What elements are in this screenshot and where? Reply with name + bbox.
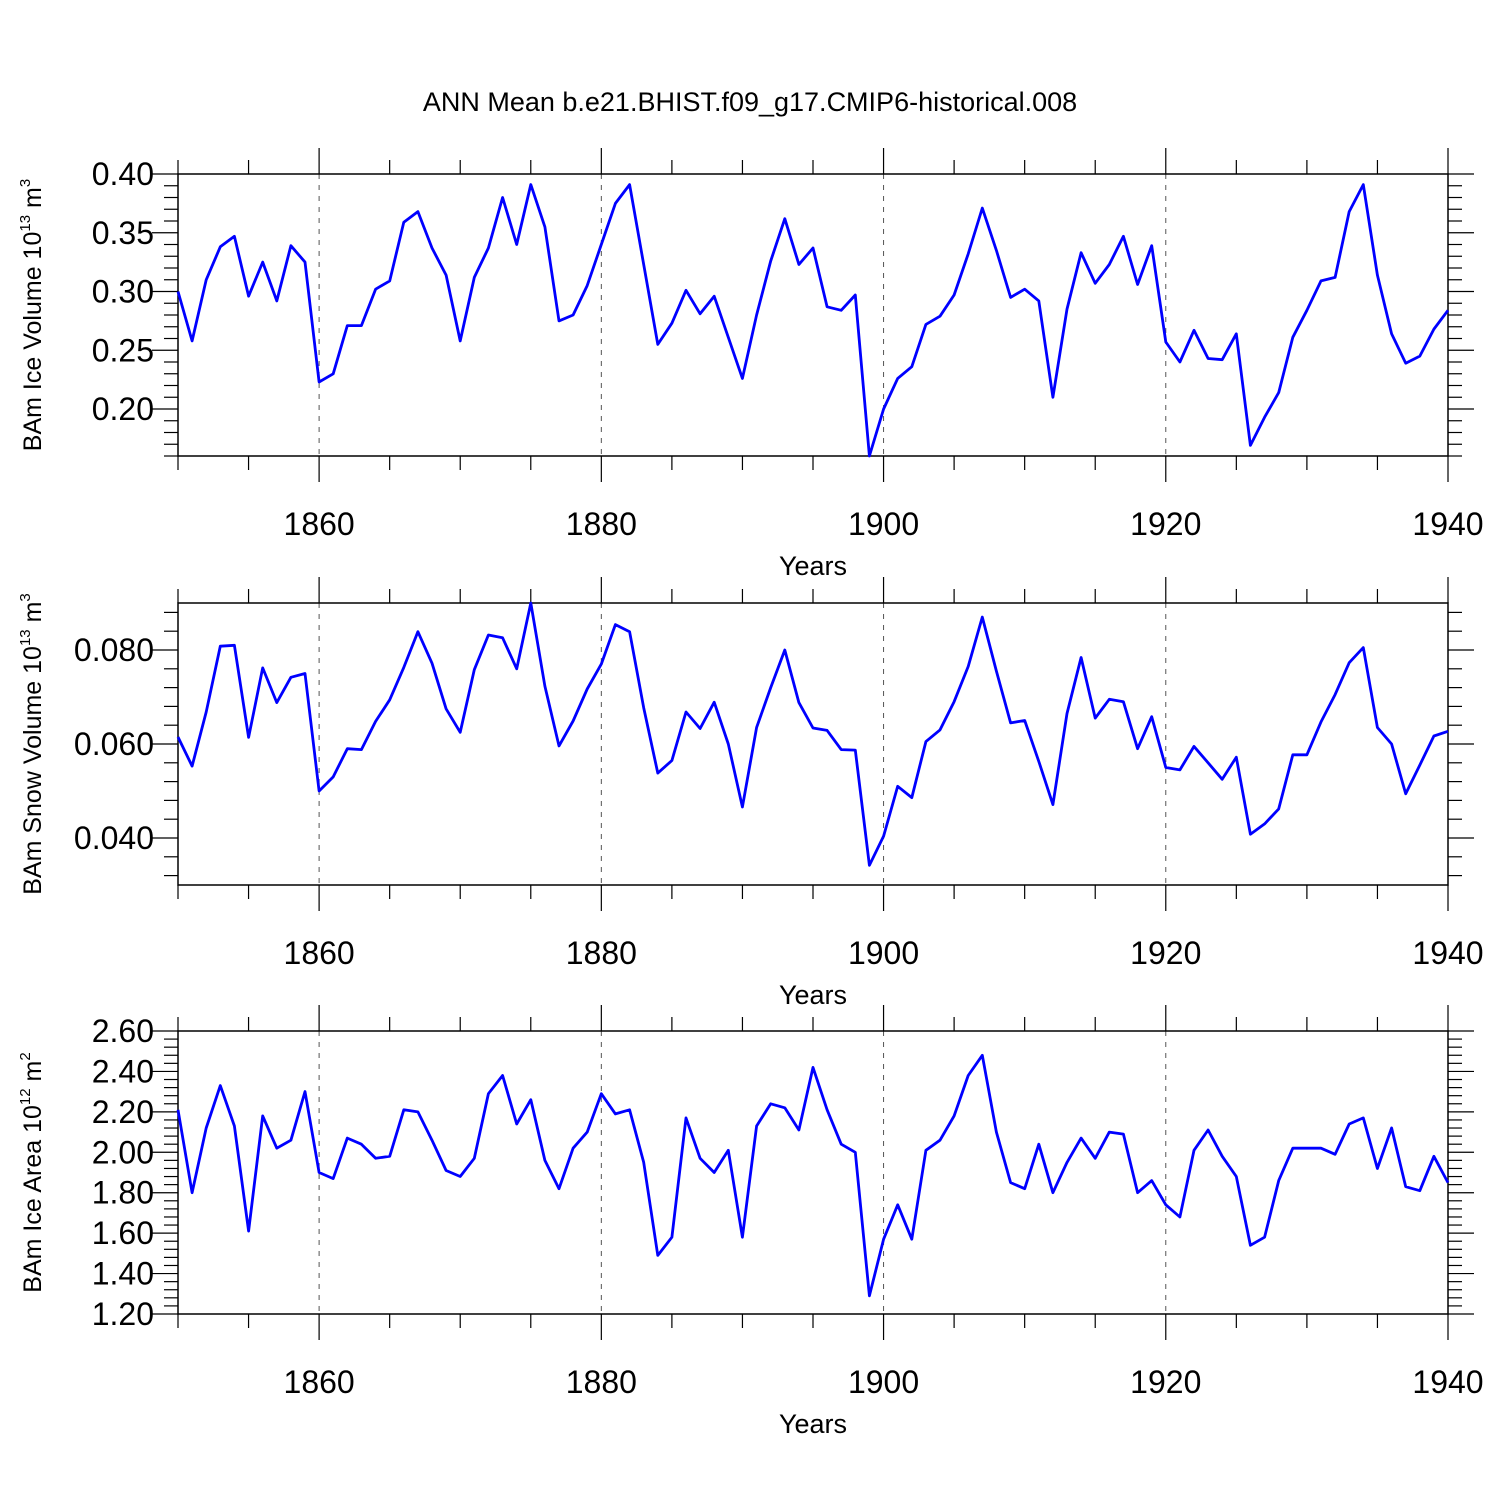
x-tick-label: 1880 [566, 935, 637, 971]
x-tick-label: 1900 [848, 506, 919, 542]
x-tick-label: 1860 [284, 1364, 355, 1400]
panel-2: 0.040 0.060 0.080 1860 1880 1900 1920 1940 Years… [17, 577, 1484, 1010]
y-tick-label: 1.80 [92, 1175, 154, 1211]
y-tick-label: 0.25 [92, 332, 154, 368]
y-tick-label: 0.40 [92, 156, 154, 192]
y-tick-label: 2.20 [92, 1094, 154, 1130]
x-tick-label: 1900 [848, 935, 919, 971]
y-tick-label: 0.080 [74, 632, 154, 668]
y-tick-label: 1.60 [92, 1215, 154, 1251]
panel-1: 0.20 0.25 0.30 0.35 0.40 1860 1880 1900 1920 1940… [17, 148, 1484, 581]
y-tick-label: 1.20 [92, 1296, 154, 1332]
x-tick-label: 1860 [284, 935, 355, 971]
y-tick-label: 2.40 [92, 1053, 154, 1089]
y-tick-label: 0.060 [74, 726, 154, 762]
x-tick-label: 1860 [284, 506, 355, 542]
y-tick-label: 1.40 [92, 1256, 154, 1292]
x-axis-label: Years [779, 551, 847, 581]
x-tick-label: 1940 [1412, 1364, 1483, 1400]
figure-title: ANN Mean b.e21.BHIST.f09_g17.CMIP6-histo… [423, 87, 1077, 117]
x-tick-label: 1940 [1412, 935, 1483, 971]
plot-frame [177, 1030, 1449, 1315]
series-line [176, 1053, 1450, 1298]
x-tick-label: 1920 [1130, 1364, 1201, 1400]
x-axis-label: Years [779, 1409, 847, 1439]
y-tick-label: 0.35 [92, 215, 154, 251]
y-tick-label: 2.00 [92, 1134, 154, 1170]
y-tick-label: 2.60 [92, 1013, 154, 1049]
y-tick-label: 0.20 [92, 391, 154, 427]
series-line [176, 183, 1450, 458]
x-tick-label: 1920 [1130, 935, 1201, 971]
panel-3: 1.20 1.40 1.60 1.80 2.00 2.20 2.40 2.60 1860 1880… [17, 1005, 1484, 1439]
y-axis-label: BAm Ice Area 1012 m2 [17, 1052, 47, 1292]
series-line [176, 601, 1449, 867]
y-axis-label: BAm Snow Volume 1013 m3 [17, 593, 47, 895]
x-tick-label: 1940 [1412, 506, 1483, 542]
x-tick-label: 1920 [1130, 506, 1201, 542]
y-tick-label: 0.30 [92, 274, 154, 310]
plot-frame [177, 173, 1449, 457]
y-axis-label: BAm Ice Volume 1013 m3 [17, 179, 47, 451]
x-tick-label: 1880 [566, 506, 637, 542]
x-tick-label: 1900 [848, 1364, 919, 1400]
x-axis-label: Years [779, 980, 847, 1010]
panels: 0.20 0.25 0.30 0.35 0.40 1860 1880 1900 1920 1940… [17, 148, 1484, 1439]
plot-frame [177, 602, 1449, 886]
y-tick-label: 0.040 [74, 820, 154, 856]
x-tick-label: 1880 [566, 1364, 637, 1400]
